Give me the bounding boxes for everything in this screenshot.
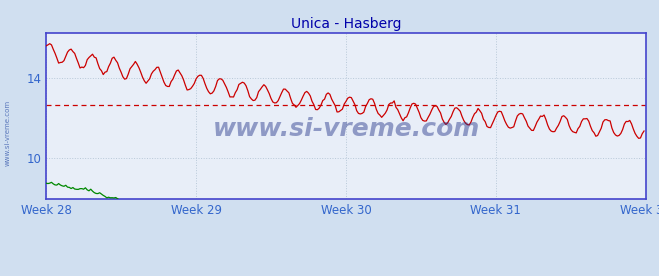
Title: Unica - Hasberg: Unica - Hasberg: [291, 17, 401, 31]
Text: www.si-vreme.com: www.si-vreme.com: [212, 117, 480, 141]
Legend: temperatura [C], pretok [m3/s]: temperatura [C], pretok [m3/s]: [231, 273, 461, 276]
Text: www.si-vreme.com: www.si-vreme.com: [5, 99, 11, 166]
